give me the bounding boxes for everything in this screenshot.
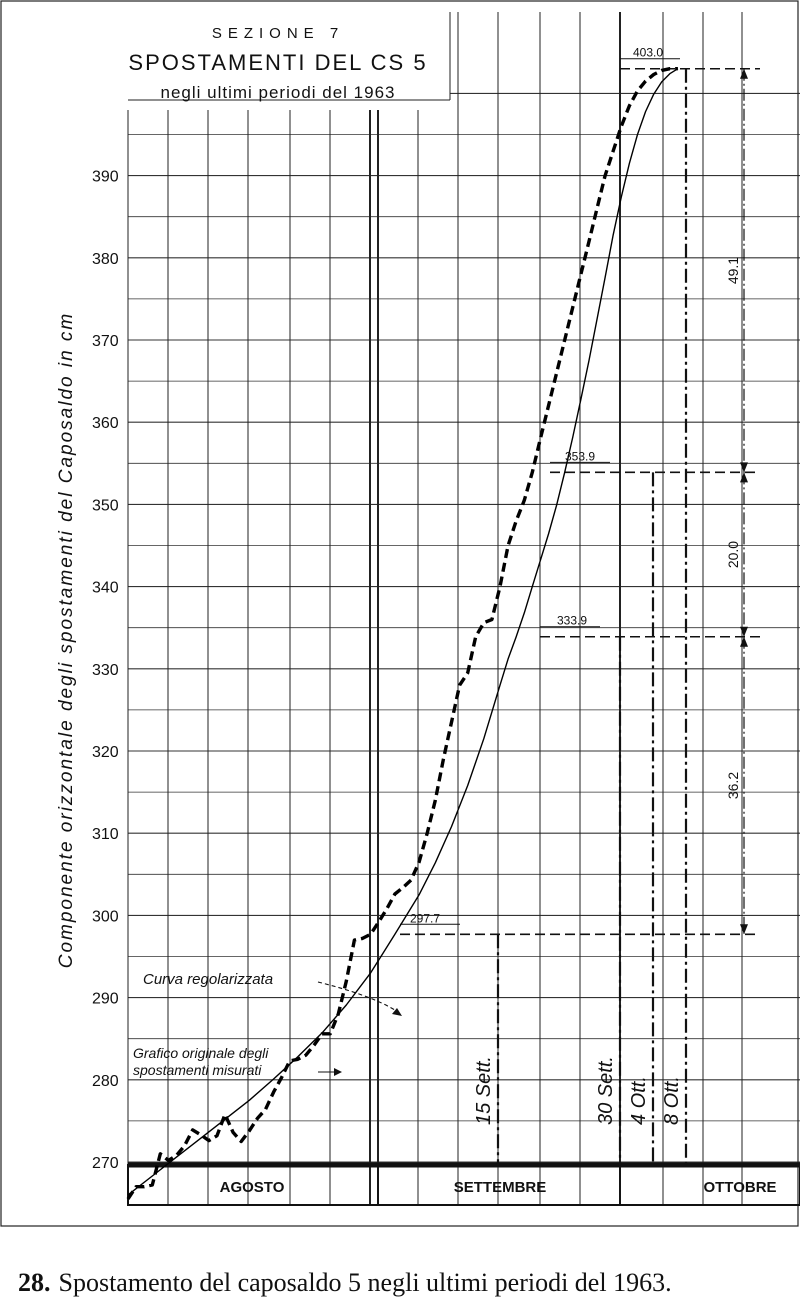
chart-title-line: SEZIONE 7 <box>212 25 344 42</box>
annotation-arrowhead-smoothed <box>392 1008 402 1016</box>
chart-title-line: negli ultimi periodi del 1963 <box>160 83 395 102</box>
y-tick-label: 320 <box>92 744 119 761</box>
y-tick-label: 280 <box>92 1073 119 1090</box>
month-label: OTTOBRE <box>703 1179 776 1196</box>
reference-lines <box>317 58 760 1165</box>
reference-level-label: 333.9 <box>557 614 587 628</box>
y-tick-label: 380 <box>92 251 119 268</box>
annotation-arrow-smoothed <box>317 981 399 1013</box>
caption-number: 28. <box>18 1268 51 1297</box>
interval-arrow-bottom <box>740 924 748 935</box>
y-tick-label: 340 <box>92 580 119 597</box>
interval-arrow-bottom <box>740 626 748 637</box>
interval-label: 49.1 <box>725 257 741 284</box>
month-label: AGOSTO <box>220 1179 285 1196</box>
y-tick-label: 390 <box>92 169 119 186</box>
y-tick-label: 300 <box>92 908 119 925</box>
y-tick-label: 310 <box>92 826 119 843</box>
date-marker-label: 15 Sett. <box>473 1056 495 1125</box>
chart: AGOSTO SETTEMBRE OTTOBRE 270 280 290 300 310 320… <box>0 0 800 1227</box>
annotation-measured-line2: spostamenti misurati <box>133 1062 262 1078</box>
interval-arrow-bottom <box>740 462 748 473</box>
y-tick-label: 350 <box>92 497 119 514</box>
annotation-measured-line1: Grafico originale degli <box>133 1045 269 1061</box>
date-marker-label: 8 Ott. <box>661 1076 683 1125</box>
chart-title-line: SPOSTAMENTI DEL CS 5 <box>128 50 427 75</box>
date-marker-label: 30 Sett. <box>595 1056 617 1125</box>
y-tick-label: 370 <box>92 333 119 350</box>
month-label: SETTEMBRE <box>454 1179 547 1196</box>
y-tick-label: 290 <box>92 991 119 1008</box>
figure-caption: 28. Spostamento del caposaldo 5 negli ult… <box>18 1268 798 1298</box>
annotation-smoothed-curve: Curva regolarizzata <box>143 971 273 988</box>
series-measured-dashed <box>126 66 678 1200</box>
interval-arrow-top <box>740 472 748 483</box>
interval-arrow-top <box>740 636 748 647</box>
reference-level-label: 353.9 <box>565 449 595 463</box>
interval-label: 20.0 <box>725 541 741 568</box>
date-marker-label: 4 Ott. <box>628 1076 650 1125</box>
y-tick-label: 360 <box>92 415 119 432</box>
reference-level-label: 297.7 <box>410 911 440 925</box>
figure-frame: AGOSTO SETTEMBRE OTTOBRE 270 280 290 300 310 320… <box>0 0 800 1227</box>
y-tick-label: 330 <box>92 662 119 679</box>
y-tick-label: 270 <box>92 1155 119 1172</box>
series-smoothed-curve <box>127 68 679 1196</box>
text-layer: AGOSTO SETTEMBRE OTTOBRE 270 280 290 300 310 320… <box>56 25 777 1196</box>
interval-arrow-top <box>740 68 748 79</box>
figure-border <box>0 0 799 1227</box>
interval-label: 36.2 <box>725 772 741 799</box>
annotation-arrowhead-measured <box>334 1068 342 1076</box>
caption-text: Spostamento del caposaldo 5 negli ultimi… <box>58 1268 672 1297</box>
grid-layer <box>127 12 800 1205</box>
series-layer <box>126 66 679 1200</box>
reference-level-label: 403.0 <box>633 46 663 60</box>
y-axis-label: Componente orizzontale degli spostamenti… <box>56 312 77 969</box>
axis-layer <box>0 0 800 1227</box>
